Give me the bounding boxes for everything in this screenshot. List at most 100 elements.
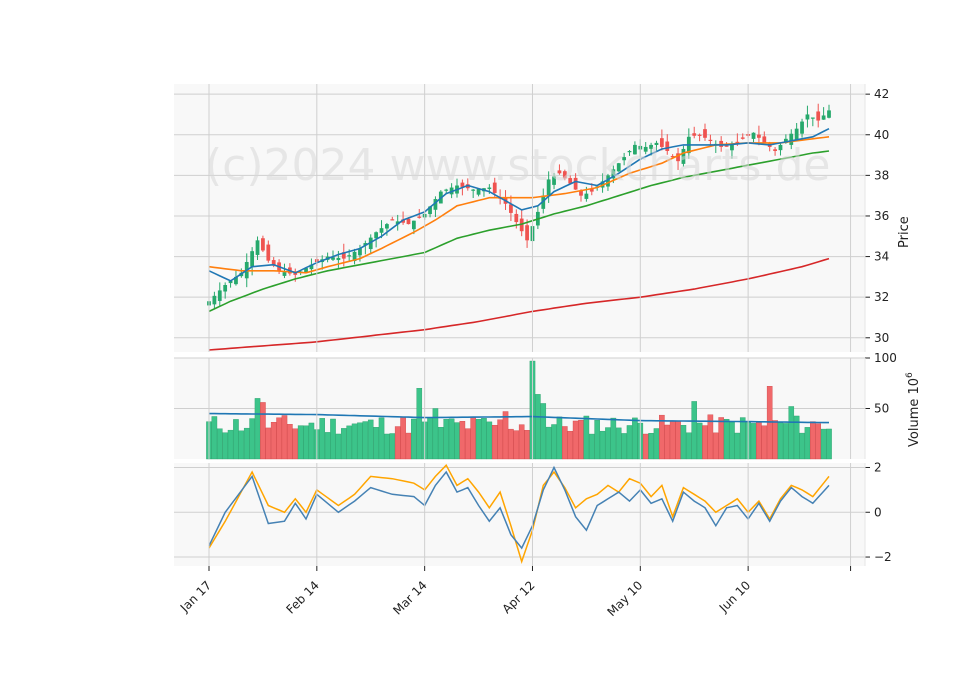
candle-body: [627, 151, 632, 153]
oscillator-line-blue: [208, 465, 830, 550]
candle-body: [492, 182, 497, 193]
candle-body: [584, 193, 589, 199]
volume-bar: [815, 423, 822, 460]
volume-bar: [572, 420, 579, 460]
candle-body: [476, 188, 481, 195]
panel-background: [174, 84, 865, 352]
candle-body: [821, 115, 826, 120]
volume-bar: [357, 422, 363, 460]
volume-bar: [648, 432, 654, 460]
volume-bar: [292, 428, 299, 460]
volume-bar: [216, 428, 223, 460]
x-tick-label: Feb 14: [284, 578, 322, 616]
volume-bar: [405, 432, 412, 460]
moving-average-ma1: [208, 127, 830, 282]
volume-bar: [475, 419, 482, 460]
candle-body: [643, 146, 648, 152]
volume-bar: [448, 418, 455, 460]
volume-bar: [739, 417, 746, 460]
candle-body: [659, 138, 664, 147]
volume-bar: [788, 406, 795, 460]
candle-body: [228, 280, 233, 284]
oscillator-tick-label: 0: [874, 505, 882, 519]
volume-bar: [793, 415, 800, 460]
candle-body: [783, 138, 788, 143]
volume-bar: [432, 408, 439, 460]
volume-bar: [384, 433, 390, 460]
volume-bar: [335, 433, 342, 460]
volume-average-line: [209, 412, 829, 424]
volume-bar: [400, 417, 406, 460]
candle-body: [665, 141, 670, 151]
volume-bar: [394, 426, 401, 460]
candle-body: [509, 204, 513, 213]
candle-body: [261, 238, 265, 251]
volume-bar: [373, 427, 379, 460]
candle-body: [358, 248, 362, 256]
volume-tick-label: 100: [874, 351, 897, 365]
volume-bar: [680, 425, 687, 460]
volume-bar: [686, 432, 692, 460]
candle-body: [395, 221, 400, 225]
candle-body: [606, 175, 610, 187]
volume-bar: [540, 403, 547, 460]
price-tick-label: 42: [874, 87, 889, 101]
candle-body: [724, 145, 729, 147]
candle-body: [670, 156, 675, 158]
candle-body: [212, 295, 217, 305]
volume-bar: [518, 424, 525, 460]
candle-body: [433, 199, 438, 210]
candle-body: [562, 171, 567, 179]
oscillator-tick-label: −2: [874, 550, 892, 564]
volume-bar: [712, 432, 719, 460]
volume-bar: [491, 424, 498, 460]
volume-bar: [783, 423, 789, 460]
price-tick-label: 36: [874, 209, 889, 223]
candle-body: [622, 157, 627, 161]
volume-panel: 50 100 Volume 106: [174, 351, 922, 460]
volume-bar: [761, 425, 768, 460]
volume-exponent: 6: [905, 372, 915, 378]
candle-body: [810, 117, 815, 119]
price-tick-label: 32: [874, 290, 889, 304]
volume-bar: [535, 394, 541, 460]
volume-bar: [260, 402, 266, 460]
volume-bar: [605, 427, 611, 460]
volume-bar: [583, 415, 590, 460]
volume-bar: [777, 422, 784, 460]
volume-bar: [562, 426, 568, 460]
candle-body: [444, 189, 449, 191]
volume-bar: [669, 420, 676, 460]
oscillator-tick-label: 2: [874, 460, 882, 474]
volume-bar: [632, 417, 638, 460]
volume-bar: [696, 422, 703, 460]
x-tick-label: Apr 12: [500, 578, 538, 616]
oscillator-panel: −2 0 2: [174, 460, 892, 566]
volume-bar: [265, 427, 272, 460]
candle-body: [552, 176, 556, 185]
candle-body: [368, 237, 373, 250]
volume-bar: [502, 411, 509, 460]
volume-tick-label: 50: [874, 402, 889, 416]
candle-body: [487, 187, 492, 189]
volume-bar: [319, 418, 326, 460]
moving-average-ma3: [208, 150, 830, 313]
candle-body: [417, 216, 422, 218]
volume-bar: [664, 424, 671, 460]
candle-body: [589, 188, 594, 192]
volume-bar: [330, 418, 336, 460]
volume-bar: [626, 425, 633, 460]
volume-bar: [756, 421, 762, 460]
candle-body: [703, 129, 707, 138]
candle-body: [514, 213, 519, 223]
candle-body: [336, 257, 341, 261]
volume-bar: [254, 398, 261, 460]
volume-bar: [303, 425, 309, 460]
candle-body: [757, 134, 761, 138]
volume-bar: [238, 430, 245, 460]
candle-body: [805, 114, 810, 120]
price-tick-label: 38: [874, 168, 889, 182]
candle-body: [778, 144, 783, 151]
candle-body: [773, 149, 777, 151]
volume-bar: [513, 430, 520, 460]
